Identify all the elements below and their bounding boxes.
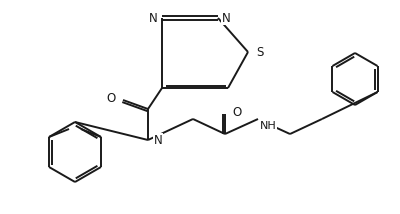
Text: S: S: [256, 46, 263, 58]
Text: O: O: [232, 106, 241, 119]
Text: NH: NH: [260, 121, 277, 131]
Text: N: N: [154, 134, 163, 147]
Text: N: N: [222, 12, 231, 24]
Text: N: N: [149, 12, 158, 24]
Text: O: O: [107, 92, 116, 104]
